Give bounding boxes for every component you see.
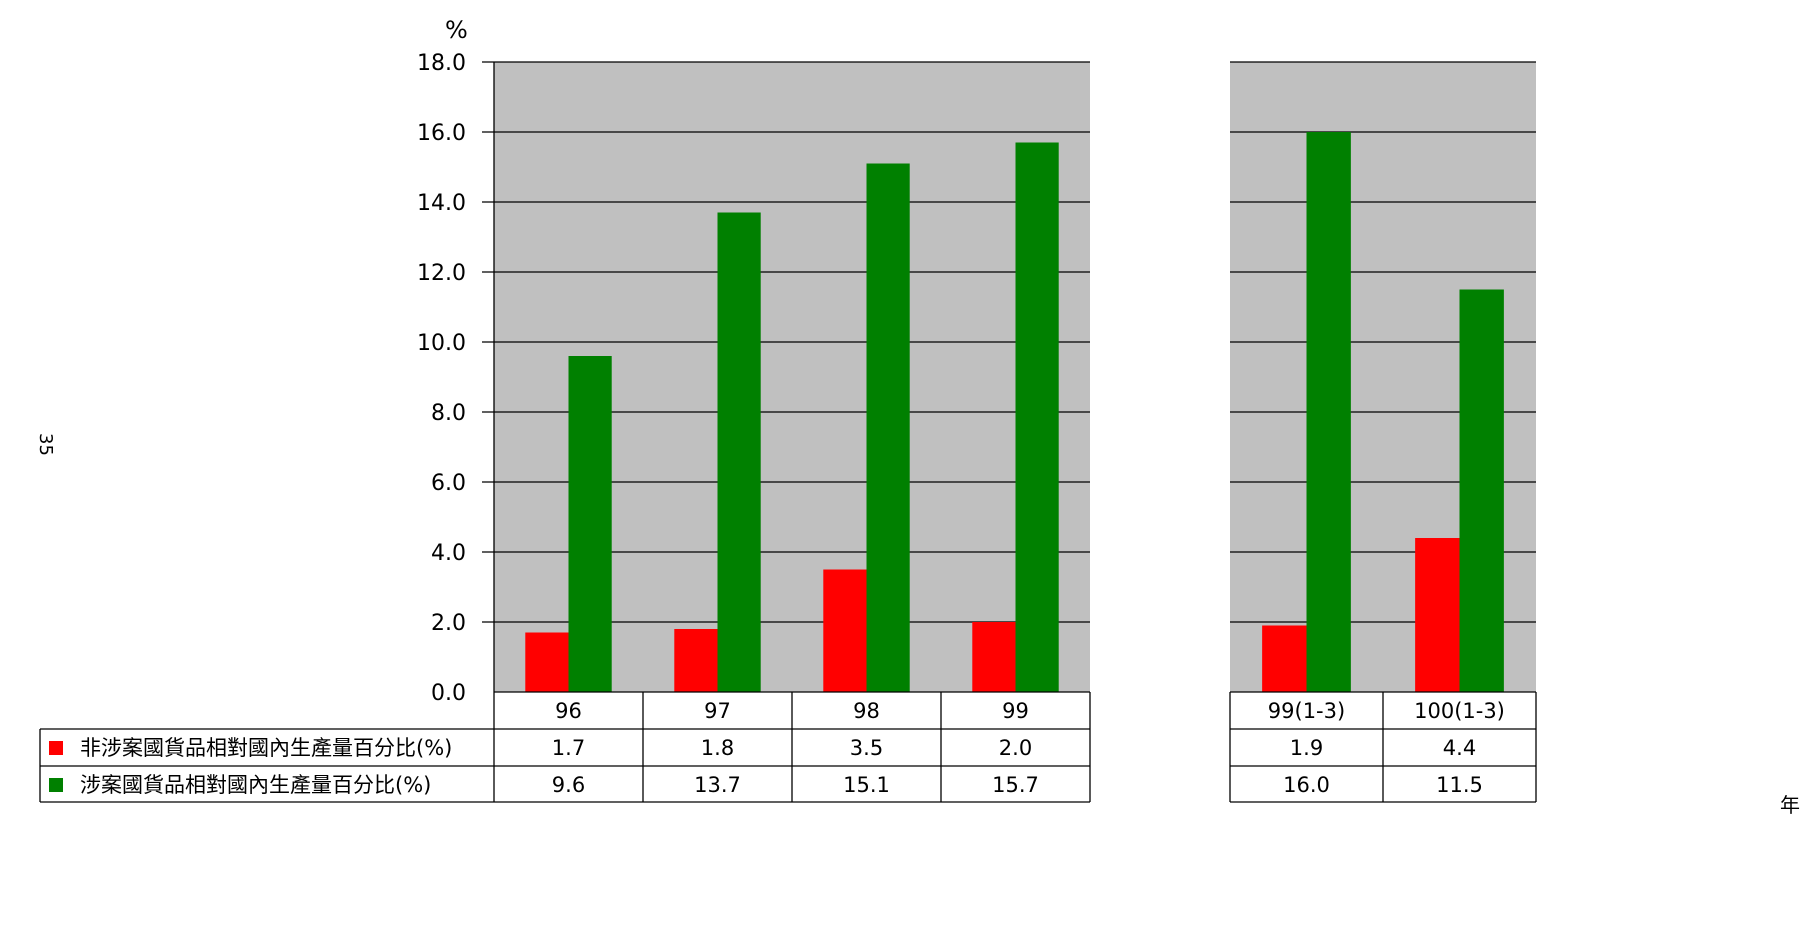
- x-tick-label: 97: [704, 699, 731, 723]
- bar-non-subject-100(1-3): [1415, 538, 1460, 692]
- bar-non-subject-97: [674, 629, 718, 692]
- bar-subject-97: [717, 212, 761, 692]
- y-tick-label: 4.0: [431, 541, 466, 566]
- y-tick-label: 2.0: [431, 611, 466, 636]
- bar-non-subject-99(1-3): [1262, 625, 1307, 692]
- plot-area: [482, 61, 1536, 692]
- data-label: 13.7: [694, 773, 741, 797]
- y-tick-label: 12.0: [417, 261, 466, 286]
- bar-subject-99: [1015, 142, 1059, 692]
- data-label: 15.1: [843, 773, 890, 797]
- bar-non-subject-99: [972, 622, 1016, 692]
- data-label: 1.7: [552, 736, 585, 760]
- bar-subject-98: [866, 163, 910, 692]
- y-tick-label: 18.0: [417, 51, 466, 76]
- y-tick-label: 10.0: [417, 331, 466, 356]
- bar-subject-99(1-3): [1306, 132, 1351, 692]
- legend-swatch: [49, 778, 63, 792]
- x-tick-label: 98: [853, 699, 880, 723]
- x-tick-label: 100(1-3): [1414, 699, 1505, 723]
- bar-non-subject-96: [525, 632, 569, 692]
- data-label: 1.8: [701, 736, 734, 760]
- data-label: 3.5: [850, 736, 883, 760]
- data-label: 15.7: [992, 773, 1039, 797]
- data-label: 11.5: [1436, 773, 1483, 797]
- y-tick-label: 6.0: [431, 471, 466, 496]
- y-axis-unit-label: %: [445, 16, 468, 44]
- data-label: 1.9: [1290, 736, 1323, 760]
- legend-swatch: [49, 741, 63, 755]
- x-tick-label: 96: [555, 699, 582, 723]
- legend-label: 非涉案國貨品相對國內生產量百分比(%): [80, 736, 452, 760]
- legend-label: 涉案國貨品相對國內生產量百分比(%): [80, 773, 431, 797]
- bar-non-subject-98: [823, 569, 867, 692]
- x-tick-label: 99: [1002, 699, 1029, 723]
- bar-subject-100(1-3): [1459, 289, 1504, 692]
- page-number: 35: [35, 433, 56, 456]
- data-label: 9.6: [552, 773, 585, 797]
- data-label: 4.4: [1443, 736, 1476, 760]
- data-table: 96 1.7 9.6 97 1.8 13.7 98 3.5 15.1 99 2.0 15.7 99(1-…: [39, 691, 1537, 803]
- y-axis: 0.0 2.0 4.0 6.0 8.0 10.0 12.0 14.0 16.0 18.0: [417, 51, 495, 706]
- y-tick-label: 8.0: [431, 401, 466, 426]
- y-tick-label: 0.0: [431, 681, 466, 706]
- x-axis-unit-label: 年: [1780, 793, 1800, 817]
- y-tick-label: 14.0: [417, 191, 466, 216]
- y-tick-label: 16.0: [417, 121, 466, 146]
- bar-subject-96: [568, 356, 612, 692]
- x-tick-label: 99(1-3): [1268, 699, 1345, 723]
- data-label: 16.0: [1283, 773, 1330, 797]
- data-label: 2.0: [999, 736, 1032, 760]
